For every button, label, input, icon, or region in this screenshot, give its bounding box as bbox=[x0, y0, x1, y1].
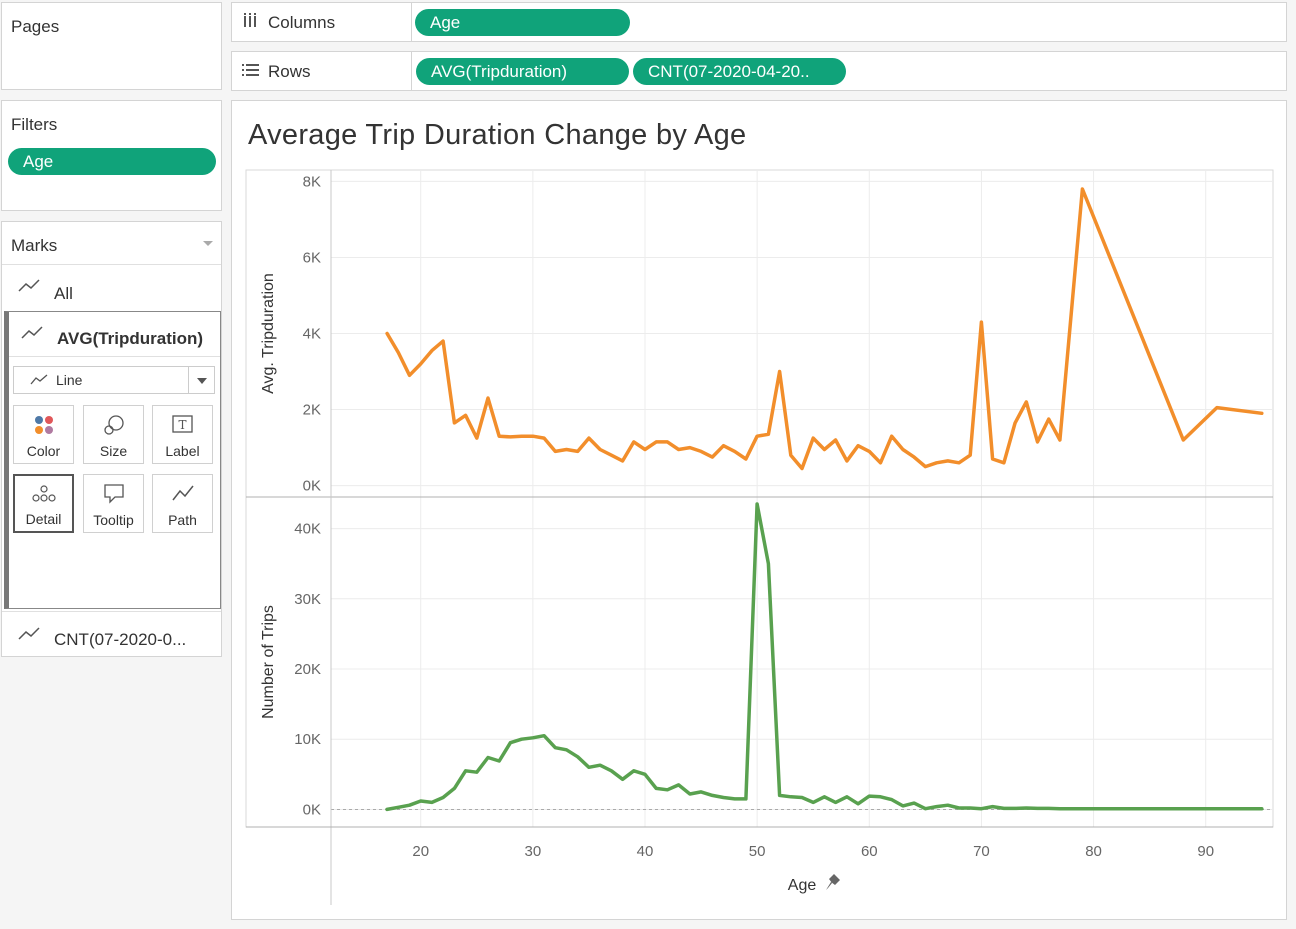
color-card[interactable]: Color bbox=[13, 405, 74, 464]
tooltip-card[interactable]: Tooltip bbox=[83, 474, 144, 533]
path-card-label: Path bbox=[168, 512, 197, 528]
detail-card[interactable]: Detail bbox=[13, 474, 74, 533]
marks-panel: Marks All AVG(Tripduration) Line bbox=[1, 221, 222, 657]
marks-title: Marks bbox=[11, 236, 58, 255]
size-card-label: Size bbox=[99, 443, 128, 459]
rows-shelf-label-area: Rows bbox=[232, 52, 412, 90]
tooltip-bubble-icon bbox=[104, 484, 124, 504]
size-circles-icon bbox=[104, 415, 124, 435]
chart-title: Average Trip Duration Change by Age bbox=[248, 119, 747, 151]
detail-dots-icon bbox=[32, 485, 56, 502]
color-dots-icon bbox=[35, 416, 53, 434]
columns-shelf[interactable]: Columns Age bbox=[231, 2, 1287, 42]
filters-title: Filters bbox=[11, 115, 58, 134]
line-mark-icon bbox=[18, 279, 40, 292]
size-card[interactable]: Size bbox=[83, 405, 144, 464]
marks-active-section: AVG(Tripduration) Line Color bbox=[4, 311, 221, 609]
columns-icon bbox=[244, 13, 256, 27]
filters-panel[interactable]: Filters Age bbox=[1, 100, 222, 211]
line-mark-icon bbox=[21, 326, 43, 339]
rows-shelf[interactable]: Rows AVG(Tripduration) CNT(07-2020-04-20… bbox=[231, 51, 1287, 91]
filter-pill-age[interactable]: Age bbox=[8, 148, 216, 175]
marks-cnt-label: CNT(07-2020-0... bbox=[54, 630, 187, 649]
svg-text:T: T bbox=[178, 418, 186, 432]
label-card[interactable]: T Label bbox=[152, 405, 213, 464]
chart-panel: Average Trip Duration Change by Age bbox=[231, 100, 1287, 920]
path-card[interactable]: Path bbox=[152, 474, 213, 533]
columns-label: Columns bbox=[268, 13, 336, 32]
mark-type-dropdown[interactable]: Line bbox=[13, 366, 215, 394]
marks-active-row[interactable]: AVG(Tripduration) bbox=[5, 312, 216, 356]
path-line-icon bbox=[172, 485, 194, 501]
columns-pill-age[interactable]: Age bbox=[415, 9, 630, 36]
label-card-label: Label bbox=[165, 443, 200, 459]
marks-cnt-row[interactable]: CNT(07-2020-0... bbox=[2, 611, 221, 657]
tooltip-card-label: Tooltip bbox=[93, 512, 134, 528]
line-mark-icon bbox=[30, 374, 48, 385]
rows-pill-avg-tripduration[interactable]: AVG(Tripduration) bbox=[416, 58, 629, 85]
pages-panel[interactable]: Pages bbox=[1, 2, 222, 90]
marks-all-row[interactable]: All bbox=[2, 266, 221, 310]
columns-shelf-label-area: Columns bbox=[232, 3, 412, 41]
rows-pill-cnt[interactable]: CNT(07-2020-04-20.. bbox=[633, 58, 846, 85]
detail-card-label: Detail bbox=[25, 511, 62, 527]
marks-menu-chevron-icon[interactable] bbox=[202, 240, 214, 248]
color-card-label: Color bbox=[26, 443, 61, 459]
rows-icon bbox=[242, 64, 259, 76]
rows-label: Rows bbox=[268, 62, 311, 81]
line-mark-icon bbox=[18, 627, 40, 640]
mark-type-value: Line bbox=[56, 372, 83, 388]
marks-active-label: AVG(Tripduration) bbox=[57, 329, 204, 348]
pages-title: Pages bbox=[11, 17, 60, 36]
marks-all-label: All bbox=[54, 284, 73, 303]
label-t-icon: T bbox=[172, 415, 193, 433]
chevron-down-icon bbox=[197, 378, 207, 384]
